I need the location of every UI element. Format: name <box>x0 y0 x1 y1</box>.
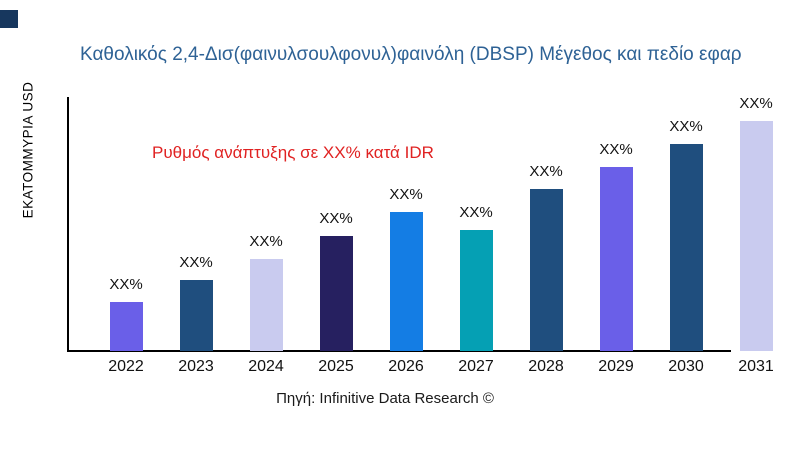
x-tick-2027: 2027 <box>458 358 494 375</box>
bar-value-label-2026: XX% <box>389 186 423 203</box>
bar-value-label-2031: XX% <box>739 95 773 112</box>
bar-value-label-2030: XX% <box>669 118 703 135</box>
brand-corner-square <box>0 10 18 28</box>
bar-value-label-2029: XX% <box>599 141 633 158</box>
x-tick-2031: 2031 <box>738 358 774 375</box>
bar-2029 <box>599 167 633 351</box>
bar-2030 <box>669 144 703 351</box>
bar-2031 <box>739 121 773 351</box>
x-tick-2025: 2025 <box>318 358 354 375</box>
bar-value-label-2025: XX% <box>319 210 353 227</box>
bar-value-label-2023: XX% <box>179 254 213 271</box>
x-tick-2023: 2023 <box>178 358 214 375</box>
bar-value-label-2024: XX% <box>249 233 283 250</box>
bar-value-label-2028: XX% <box>529 163 563 180</box>
chart-title: Καθολικός 2,4-Δισ(φαινυλσουλφονυλ)φαινόλ… <box>80 44 742 65</box>
growth-annotation: Ρυθμός ανάπτυξης σε XX% κατά IDR <box>152 143 434 162</box>
bar-2022 <box>109 302 143 351</box>
x-tick-2029: 2029 <box>598 358 634 375</box>
source-caption: Πηγή: Infinitive Data Research © <box>276 390 494 407</box>
x-tick-2022: 2022 <box>108 358 144 375</box>
bar-value-label-2022: XX% <box>109 276 143 293</box>
bar-2023 <box>179 280 213 351</box>
y-axis-line <box>67 97 69 352</box>
bar-value-label-2027: XX% <box>459 204 493 221</box>
x-tick-2026: 2026 <box>388 358 424 375</box>
bar-2024 <box>249 259 283 351</box>
bar-2025 <box>319 236 353 351</box>
bar-2028 <box>529 189 563 351</box>
x-tick-2028: 2028 <box>528 358 564 375</box>
x-axis-line <box>67 350 731 352</box>
bar-2027 <box>459 230 493 351</box>
bar-2026 <box>389 212 423 351</box>
x-tick-2030: 2030 <box>668 358 704 375</box>
x-tick-2024: 2024 <box>248 358 284 375</box>
